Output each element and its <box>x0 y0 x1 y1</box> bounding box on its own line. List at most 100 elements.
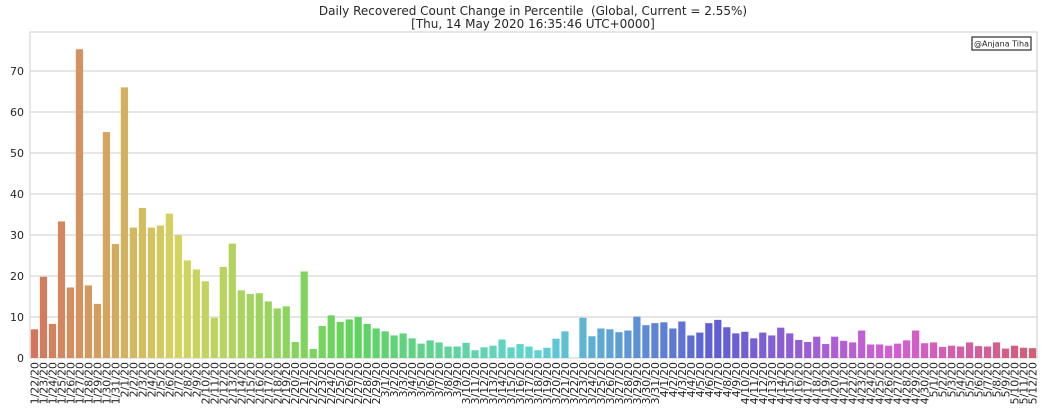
x-tick-label: 3/16/20 <box>514 362 527 404</box>
x-tick-label: 2/4/20 <box>145 362 158 397</box>
x-tick-label: 3/12/20 <box>478 362 491 404</box>
bar <box>228 243 236 358</box>
bar <box>606 329 614 358</box>
x-tick-label: 4/28/20 <box>901 362 914 404</box>
bar <box>741 331 749 358</box>
bar <box>156 225 164 358</box>
bar <box>597 328 605 358</box>
x-tick-label: 4/19/20 <box>820 362 833 404</box>
bar <box>750 338 758 358</box>
x-tick-label: 2/24/20 <box>325 362 338 404</box>
x-tick-label: 2/7/20 <box>172 362 185 397</box>
x-tick-label: 3/5/20 <box>415 362 428 397</box>
bar <box>462 342 470 358</box>
bar <box>345 319 353 358</box>
y-tick-label: 10 <box>10 311 24 324</box>
bar <box>363 323 371 358</box>
y-tick-label: 0 <box>17 352 24 365</box>
y-tick-label: 30 <box>10 229 24 242</box>
x-tick-label: 4/7/20 <box>712 362 725 397</box>
bar <box>174 235 182 358</box>
bar <box>75 49 84 358</box>
bar <box>273 308 281 358</box>
x-tick-label: 4/4/20 <box>685 362 698 397</box>
x-tick-label: 5/9/20 <box>1000 362 1013 397</box>
bar <box>417 343 425 358</box>
bar <box>246 294 254 358</box>
x-tick-label: 4/6/20 <box>703 362 716 397</box>
bar <box>714 319 722 358</box>
x-tick-label: 3/23/20 <box>577 362 590 404</box>
bar <box>237 290 245 358</box>
x-tick-label: 1/23/20 <box>37 362 50 404</box>
x-tick-label: 1/30/20 <box>100 362 113 404</box>
bar <box>399 333 407 358</box>
x-tick-label: 1/31/20 <box>109 362 122 404</box>
x-tick-label: 3/31/20 <box>649 362 662 404</box>
x-tick-label: 1/28/20 <box>82 362 95 404</box>
bar <box>831 336 839 358</box>
bar <box>912 330 920 358</box>
bar <box>282 306 290 358</box>
bar <box>840 340 848 358</box>
bar <box>696 332 704 358</box>
bar <box>903 340 911 358</box>
x-tick-label: 2/16/20 <box>253 362 266 404</box>
x-tick-label: 4/9/20 <box>730 362 743 397</box>
bar <box>255 293 263 358</box>
x-tick-label: 4/11/20 <box>748 362 761 404</box>
x-tick-label: 1/26/20 <box>64 362 77 404</box>
bar <box>435 342 443 358</box>
bar <box>201 281 209 358</box>
x-tick-label: 4/10/20 <box>739 362 752 404</box>
x-tick-label: 3/18/20 <box>532 362 545 404</box>
x-tick-label: 3/19/20 <box>541 362 554 404</box>
bar <box>1019 347 1028 358</box>
x-tick-label: 4/5/20 <box>694 362 707 397</box>
bar <box>489 345 497 358</box>
x-tick-label: 4/26/20 <box>883 362 896 404</box>
x-tick-label: 3/15/20 <box>505 362 518 404</box>
bar <box>165 213 173 358</box>
chart-subtitle: [Thu, 14 May 2020 16:35:46 UTC+0000] <box>411 17 655 31</box>
bar <box>354 316 362 358</box>
bar <box>723 327 731 358</box>
annotation: @Anjana Tiha <box>974 40 1029 49</box>
bar <box>938 346 947 358</box>
x-tick-label: 3/29/20 <box>631 362 644 404</box>
x-tick-label: 2/11/20 <box>208 362 221 404</box>
bar <box>786 333 794 358</box>
bar <box>111 244 120 358</box>
x-tick-label: 4/22/20 <box>847 362 860 404</box>
x-tick-label: 4/8/20 <box>721 362 734 397</box>
x-tick-label: 1/25/20 <box>55 362 68 404</box>
x-tick-label: 3/11/20 <box>469 362 482 404</box>
bar <box>795 339 803 358</box>
bar <box>336 321 344 358</box>
x-tick-label: 1/22/20 <box>28 362 41 404</box>
y-tick-label: 60 <box>10 106 24 119</box>
bar <box>426 340 434 358</box>
bar <box>867 344 875 358</box>
bar <box>498 339 506 358</box>
x-tick-label: 2/29/20 <box>370 362 383 404</box>
bar <box>858 330 866 358</box>
bar <box>947 345 956 358</box>
x-tick-label: 4/29/20 <box>910 362 923 404</box>
x-tick-label: 3/21/20 <box>559 362 572 404</box>
x-tick-label: 2/22/20 <box>307 362 320 404</box>
x-tick-label: 2/26/20 <box>343 362 356 404</box>
x-tick-label: 4/24/20 <box>865 362 878 404</box>
x-tick-label: 3/10/20 <box>460 362 473 404</box>
bar <box>300 271 308 358</box>
x-tick-label: 2/8/20 <box>181 362 194 397</box>
x-tick-label: 3/8/20 <box>442 362 455 397</box>
x-tick-label: 4/12/20 <box>757 362 770 404</box>
x-tick-label: 2/21/20 <box>298 362 311 404</box>
bar <box>291 342 299 358</box>
x-tick-label: 5/8/20 <box>991 362 1004 397</box>
bar <box>732 333 740 358</box>
x-tick-label: 2/17/20 <box>262 362 275 404</box>
bar <box>813 336 821 358</box>
bar <box>974 346 983 358</box>
